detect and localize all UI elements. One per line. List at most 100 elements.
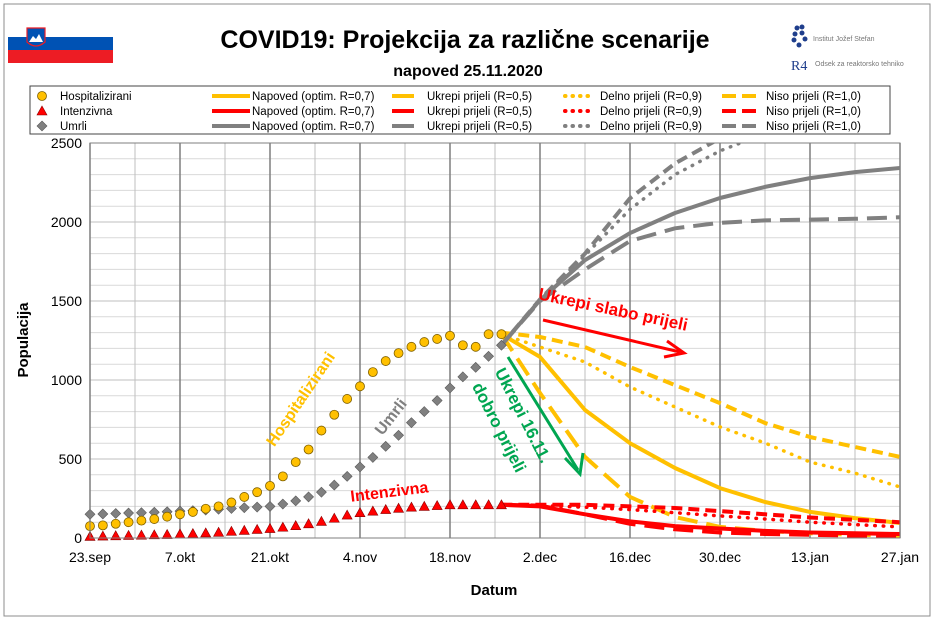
observed-hosp-point (470, 341, 481, 352)
observed-icu-point (341, 509, 353, 520)
legend-label-hosp-napoved: Napoved (optim. R=0,7) (252, 91, 375, 103)
observed-deaths-point (406, 417, 417, 429)
observed-deaths-point (251, 501, 263, 513)
observed-icu-point (277, 521, 289, 532)
observed-hosp-point (252, 487, 263, 498)
observed-icu-point (470, 499, 482, 510)
legend-label-deaths: Umrli (60, 121, 87, 133)
observed-icu-point (290, 520, 302, 530)
observed-deaths-point (328, 479, 340, 491)
observed-deaths-point (418, 406, 430, 418)
observed-hosp-point (277, 471, 288, 482)
y-tick-label: 500 (59, 451, 83, 467)
observed-icu-point (495, 499, 507, 510)
observed-deaths-point (290, 495, 302, 507)
observed-hosp-point (316, 425, 327, 436)
observed-deaths-point (393, 429, 404, 441)
observed-deaths-point (444, 382, 456, 394)
observed-hosp-point (303, 444, 314, 455)
observed-hosp-point (406, 341, 417, 352)
plot-area-border (89, 142, 901, 539)
legend-label-hosp-niso: Niso prijeli (R=1,0) (766, 91, 861, 103)
slovenia-flag (8, 24, 113, 63)
legend-label-hosp-ukrepi: Ukrepi prijeli (R=0,5) (427, 91, 532, 103)
observed-hosp-point (136, 515, 147, 526)
observed-hosp-point (419, 337, 430, 347)
legend-label-icu-delno: Delno prijeli (R=0,9) (600, 106, 702, 118)
ijs-logo: Institut Jožef Stefan R4 Odsek za reakto… (791, 24, 904, 74)
observed-icu-point (238, 524, 250, 535)
projection-deaths-solid (499, 166, 900, 347)
coat-of-arms-icon (26, 27, 46, 47)
observed-hosp-point (213, 501, 224, 512)
observed-icu-point (123, 529, 135, 540)
x-tick-label: 23.sep (69, 549, 111, 565)
observed-icu-point (380, 503, 392, 514)
legend-label-icu-ukrepi: Ukrepi prijeli (R=0,5) (427, 106, 532, 118)
legend-marker-hosp (37, 91, 47, 101)
legend-label-icu-niso: Niso prijeli (R=1,0) (766, 106, 861, 118)
observed-icu-point (251, 523, 263, 534)
legend-label-icu-napoved: Napoved (optim. R=0,7) (252, 106, 375, 118)
observed-icu-point (354, 507, 366, 518)
observed-deaths-point (354, 461, 366, 473)
observed-icu-point (393, 502, 405, 513)
x-axis-label: Datum (471, 582, 518, 599)
observed-hosp-point (342, 394, 353, 404)
observed-icu-point (457, 499, 469, 510)
projection-hosp-solid (500, 332, 900, 525)
y-tick-label: 1000 (51, 372, 82, 388)
observed-hosp-point (200, 503, 211, 514)
x-tick-label: 4.nov (343, 549, 377, 565)
observed-icu-point (367, 505, 379, 516)
observed-hosp-point (393, 348, 404, 359)
observed-deaths-point (341, 470, 353, 482)
projection-lines (499, 143, 900, 538)
x-tick-label: 30.dec (699, 549, 741, 565)
observed-hosp-point (329, 409, 340, 420)
observed-deaths-point (238, 502, 250, 514)
legend-label-deaths-niso: Niso prijeli (R=1,0) (766, 121, 861, 133)
x-tick-label: 27.jan (881, 549, 919, 565)
x-tick-label: 18.nov (429, 549, 471, 565)
observed-hosp-point (226, 497, 237, 508)
legend: Hospitalizirani Napoved (optim. R=0,7) Ukr… (29, 85, 891, 135)
observed-deaths-point (380, 440, 392, 452)
observed-hosp-point (162, 511, 173, 522)
y-tick-label: 1500 (51, 293, 82, 309)
observed-icu-point (213, 526, 225, 537)
projection-hosp-dotted (499, 332, 900, 489)
observed-hosp-point (445, 330, 455, 341)
ijs-logo-text: Institut Jožef Stefan (813, 36, 875, 43)
y-tick-label: 0 (74, 530, 82, 546)
observed-deaths-point (303, 491, 314, 503)
observed-hosp-point (123, 517, 134, 528)
observed-hosp-point (355, 381, 365, 392)
observed-deaths-point (483, 350, 494, 362)
r4-logo-text: R4 (791, 59, 807, 74)
x-tick-label: 7.okt (165, 549, 195, 565)
observed-icu-point (328, 512, 340, 523)
legend-label-hosp: Hospitalizirani (60, 91, 132, 103)
observed-icu-point (444, 499, 456, 510)
legend-label-deaths-delno: Delno prijeli (R=0,9) (600, 121, 702, 133)
chart-title: COVID19: Projekcija za različne scenarij… (220, 26, 709, 54)
y-tick-label: 2500 (51, 135, 82, 151)
projection-icu-longdash (501, 502, 900, 538)
observed-icu-point (483, 499, 495, 510)
observed-hosp-point (290, 457, 301, 468)
observed-hosp-point (149, 514, 160, 524)
observed-deaths-point (431, 395, 443, 406)
legend-marker-deaths (36, 120, 48, 132)
y-axis-label: Populacija (15, 302, 32, 378)
observed-icu-point (225, 525, 237, 536)
legend-marker-icu (36, 105, 48, 116)
projection-deaths-dash (499, 143, 716, 347)
observed-icu-point (303, 518, 315, 529)
observed-hosp-point (496, 329, 507, 340)
observed-hosp-point (97, 520, 108, 531)
observed-icu-point (405, 501, 417, 512)
observed-deaths-point (264, 500, 276, 512)
observed-icu-point (315, 515, 327, 526)
observed-hosp-point (239, 492, 250, 502)
